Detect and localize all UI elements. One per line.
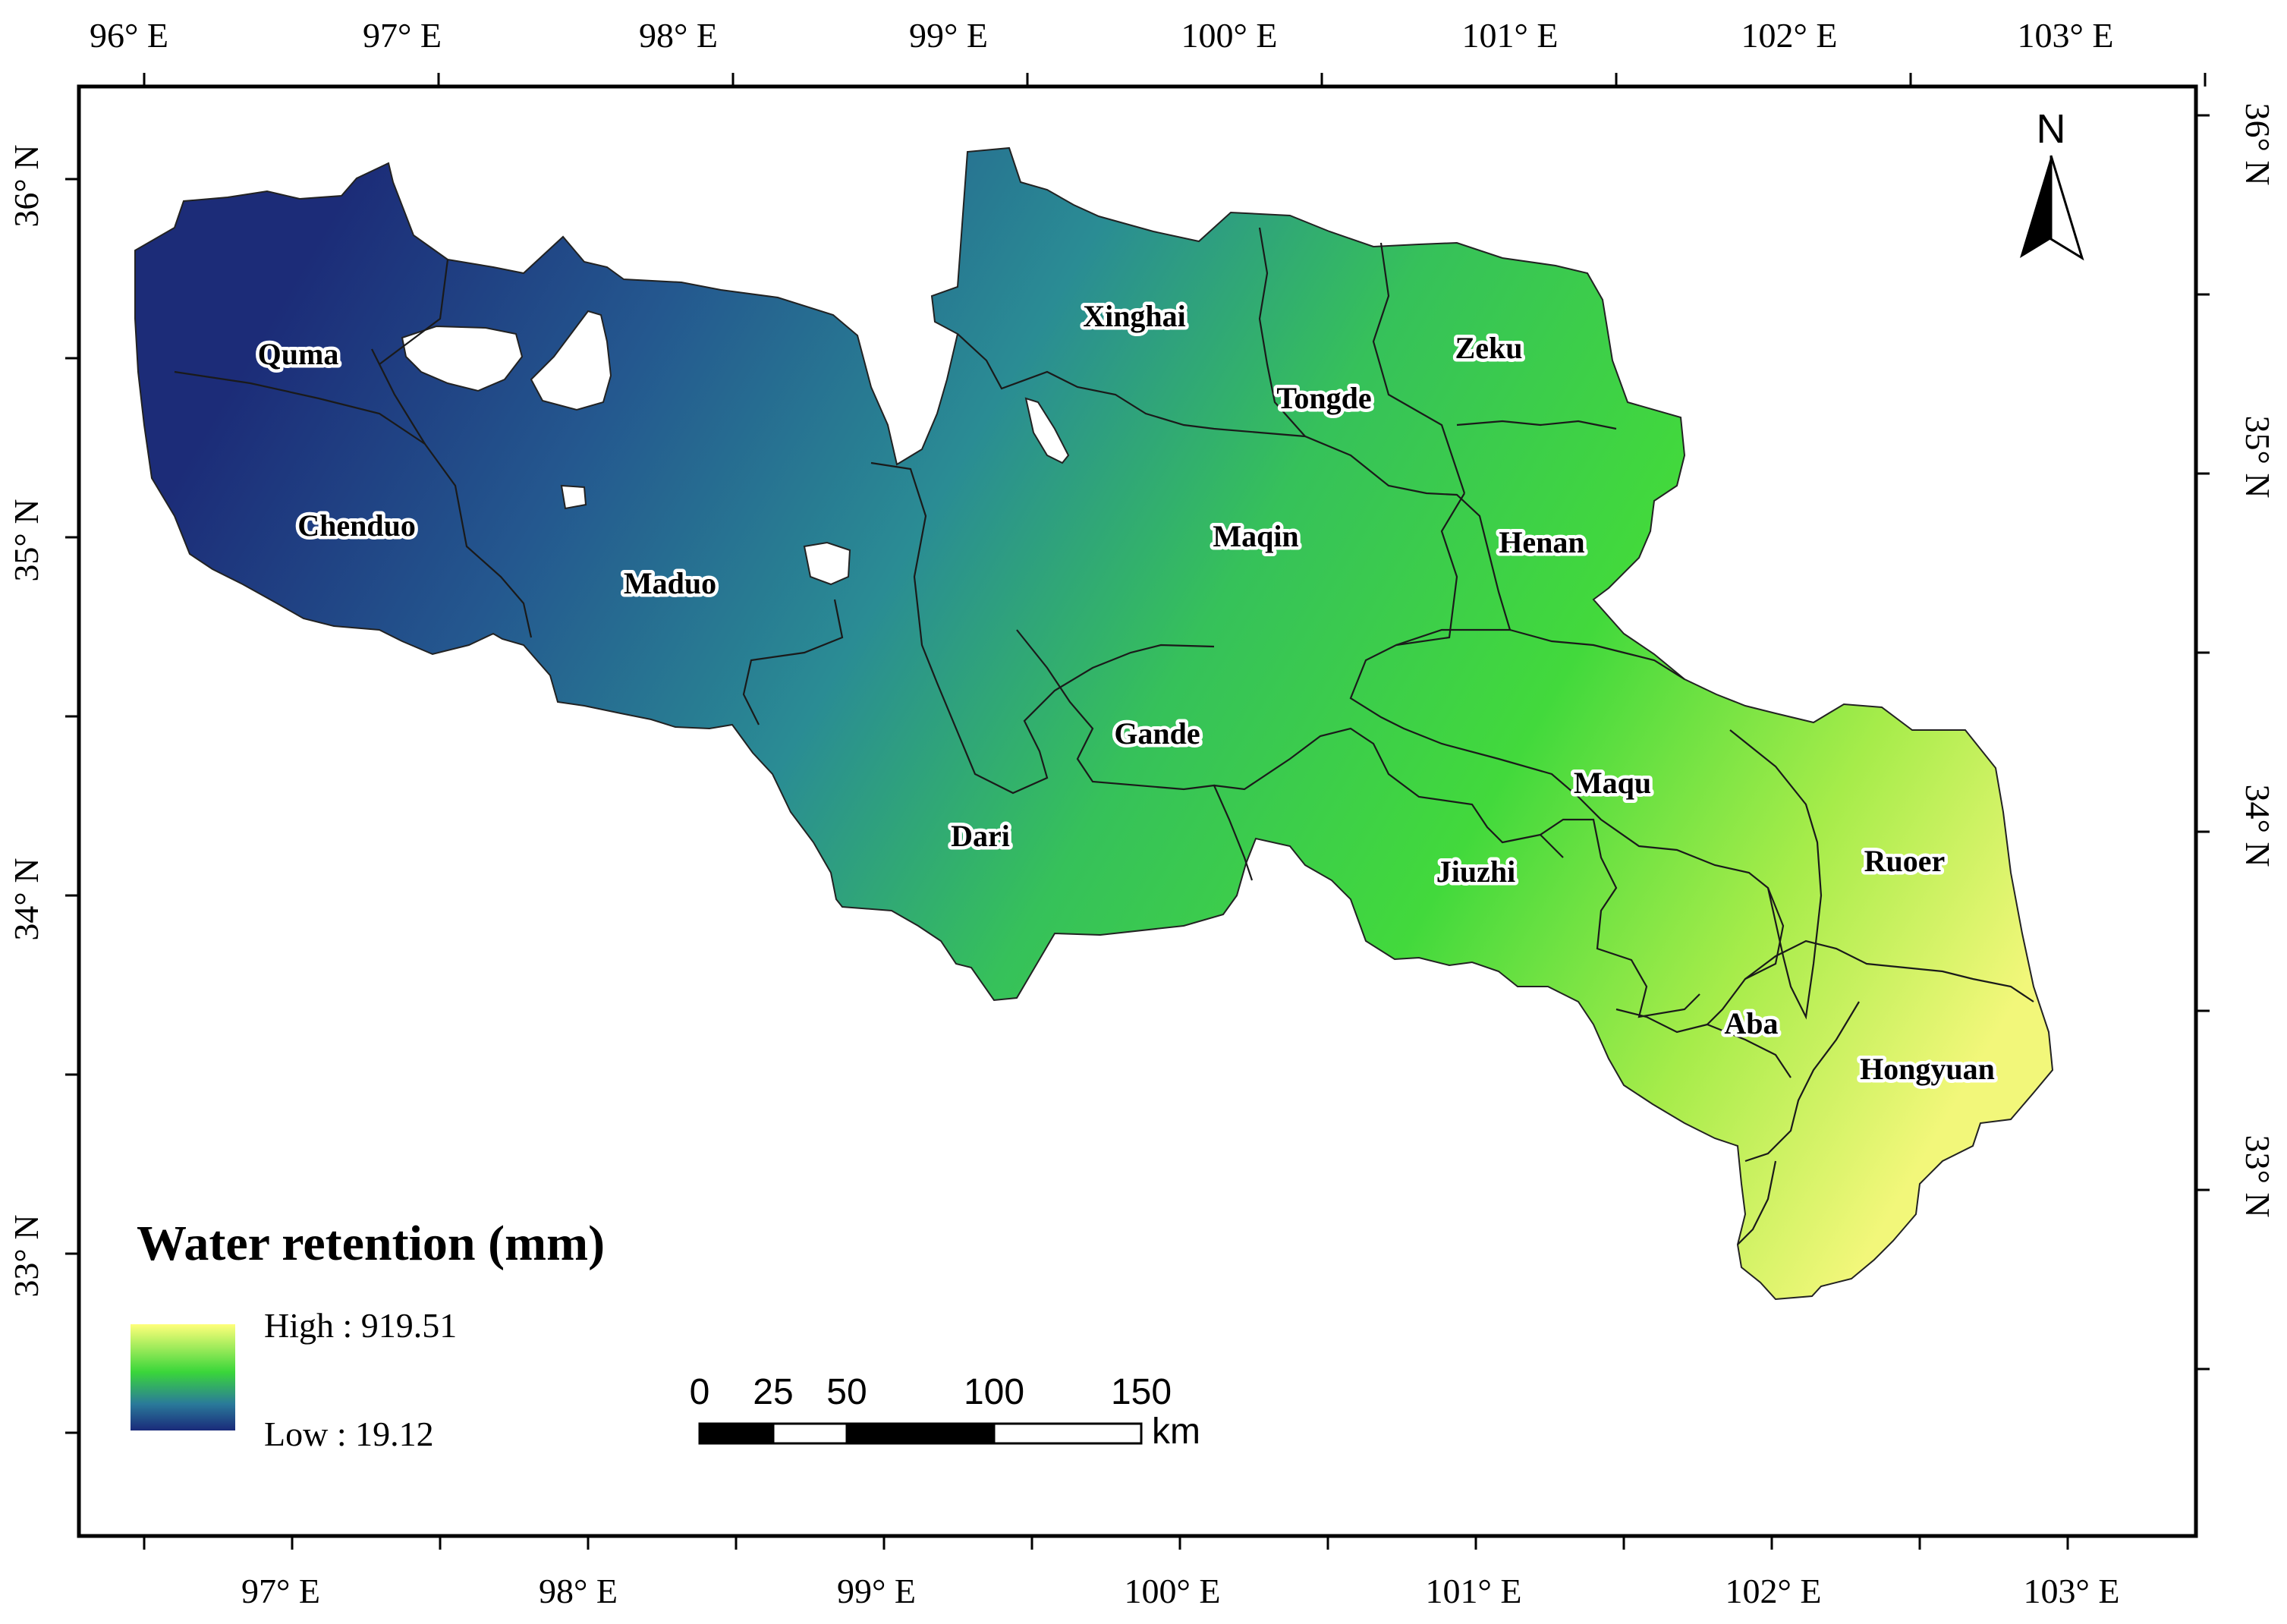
- bottom-lon-label: 97° E: [241, 1572, 320, 1610]
- lake-patch: [803, 541, 851, 586]
- county-label-henan: Henan: [1499, 525, 1584, 559]
- county-boundary: [1372, 242, 1466, 494]
- county-label-maqin: Maqin: [1213, 519, 1298, 553]
- bottom-lon-label: 102° E: [1725, 1572, 1822, 1610]
- county-boundaries: [174, 227, 2034, 1245]
- top-lon-label: 101° E: [1462, 16, 1559, 55]
- bottom-lon-label: 101° E: [1426, 1572, 1522, 1610]
- north-arrow: N: [2020, 106, 2084, 261]
- scale-label: 150: [1111, 1372, 1172, 1412]
- top-lon-label: 102° E: [1741, 16, 1838, 55]
- county-label-tongde: Tongde: [1276, 381, 1371, 415]
- scale-segment: [993, 1422, 1143, 1445]
- right-lat-label: 35° N: [2238, 415, 2277, 498]
- frame-ticks: [65, 73, 2210, 1550]
- scale-label: 0: [690, 1372, 710, 1412]
- north-label: N: [2037, 106, 2066, 152]
- county-boundary: [1509, 628, 1685, 680]
- county-boundary: [870, 461, 1215, 795]
- legend-high-label: High : 919.51: [264, 1306, 457, 1345]
- lake-patch: [1024, 397, 1070, 464]
- scale-label: 50: [826, 1372, 867, 1412]
- county-boundary: [1213, 727, 1564, 858]
- county-label-gande: Gande: [1114, 716, 1200, 751]
- county-label-chenduo: Chenduo: [297, 508, 416, 543]
- legend-title: Water retention (mm): [137, 1216, 605, 1271]
- scale-label: 100: [964, 1372, 1024, 1412]
- north-arrow-icon: [2020, 155, 2084, 261]
- right-lat-label: 34° N: [2238, 784, 2277, 867]
- county-label-aba: Aba: [1724, 1006, 1778, 1040]
- scale-segment: [698, 1422, 775, 1445]
- scale-bar: 0 25 50 100 150 km: [690, 1372, 1200, 1452]
- study-area-raster: [134, 146, 2054, 1301]
- county-label-zeku: Zeku: [1455, 331, 1523, 365]
- top-lon-label: 97° E: [363, 16, 442, 55]
- county-label-maduo: Maduo: [624, 566, 716, 600]
- county-boundary: [1615, 1008, 1708, 1034]
- lake-patch: [401, 325, 524, 392]
- study-area: [134, 146, 2054, 1301]
- bottom-lon-label: 98° E: [539, 1572, 618, 1610]
- top-lon-label: 100° E: [1181, 16, 1278, 55]
- county-boundary: [1258, 227, 1306, 437]
- county-boundary: [957, 333, 1823, 1020]
- right-lat-label: 36° N: [2238, 102, 2277, 185]
- county-label-jiuzhi: Jiuzhi: [1436, 854, 1515, 889]
- top-lon-label: 103° E: [2018, 16, 2114, 55]
- legend-color-ramp: [131, 1324, 235, 1430]
- top-lon-label: 96° E: [90, 16, 168, 55]
- left-lat-labels: 36° N 35° N 34° N 33° N: [7, 144, 46, 1297]
- scale-label: 25: [753, 1372, 793, 1412]
- bottom-lon-label: 100° E: [1125, 1572, 1221, 1610]
- left-lat-label: 36° N: [7, 144, 46, 227]
- county-label-dari: Dari: [951, 819, 1010, 853]
- legend-low-label: Low : 19.12: [264, 1415, 434, 1453]
- county-boundary: [1744, 1001, 1860, 1163]
- county-label-quma: Quma: [258, 337, 339, 371]
- left-lat-label: 35° N: [7, 499, 46, 581]
- scale-unit: km: [1152, 1412, 1200, 1452]
- bottom-lon-label: 103° E: [2024, 1572, 2120, 1610]
- lake-patch: [560, 484, 587, 510]
- left-lat-label: 33° N: [7, 1214, 46, 1297]
- right-lat-labels: 36° N 35° N 34° N 33° N: [2238, 102, 2277, 1217]
- county-boundary: [1737, 1160, 1777, 1245]
- scale-segment: [845, 1422, 996, 1445]
- lake-patch: [530, 310, 612, 411]
- county-boundary: [742, 599, 844, 725]
- bottom-lon-labels: 97° E 98° E 99° E 100° E 101° E 102° E 1…: [241, 1572, 2120, 1610]
- top-lon-labels: 96° E 97° E 98° E 99° E 100° E 101° E 10…: [90, 16, 2114, 55]
- county-boundary: [1540, 818, 1700, 1018]
- county-boundary: [379, 259, 449, 365]
- top-lon-label: 98° E: [639, 16, 718, 55]
- county-boundary: [1395, 493, 1465, 647]
- legend: Water retention (mm) High : 919.51 Low :…: [131, 1216, 605, 1453]
- bottom-lon-label: 99° E: [837, 1572, 916, 1610]
- scale-segment: [772, 1422, 848, 1445]
- county-boundary: [1744, 939, 2034, 1002]
- left-lat-label: 34° N: [7, 858, 46, 940]
- county-boundary: [174, 370, 533, 638]
- county-label-ruoer: Ruoer: [1864, 844, 1946, 878]
- right-lat-label: 33° N: [2238, 1135, 2277, 1217]
- county-boundary: [1706, 887, 1792, 1078]
- county-label-maqu: Maqu: [1574, 766, 1651, 800]
- county-boundary: [1456, 420, 1617, 430]
- top-lon-label: 99° E: [909, 16, 988, 55]
- county-label-hongyuan: Hongyuan: [1860, 1052, 1995, 1086]
- county-label-xinghai: Xinghai: [1083, 299, 1186, 333]
- county-boundary: [1016, 629, 1254, 881]
- county-labels: Quma Chenduo Maduo Xinghai Tongde Zeku H…: [254, 296, 1998, 1090]
